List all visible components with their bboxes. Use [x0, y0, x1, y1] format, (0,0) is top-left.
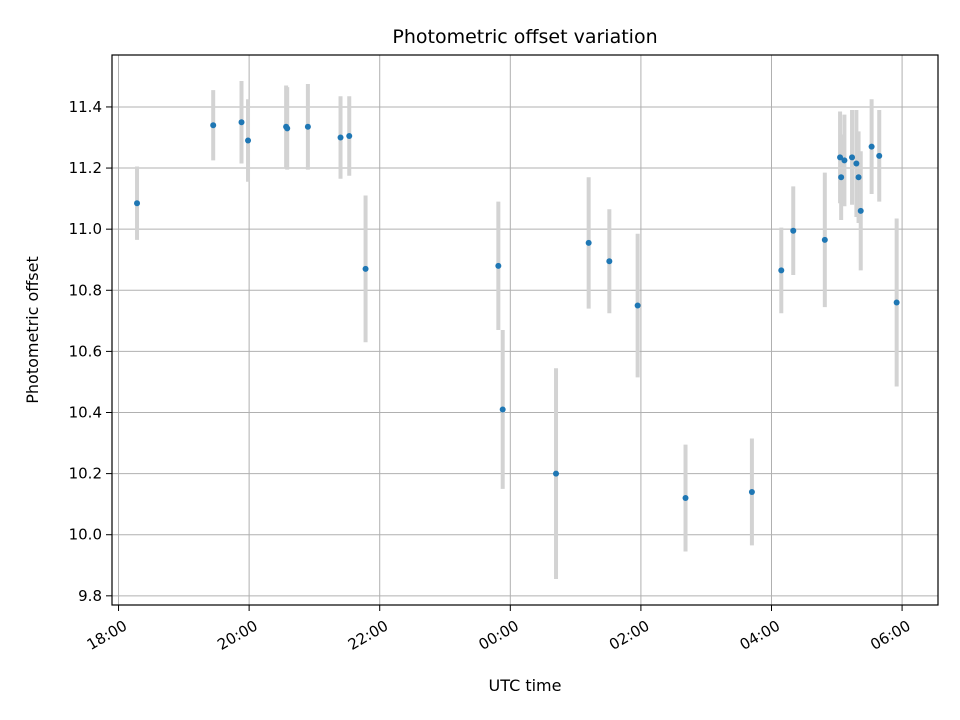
- data-point: [346, 132, 353, 139]
- y-tick-label: 11.4: [69, 98, 102, 116]
- data-point: [876, 152, 883, 159]
- grid-lines: [112, 55, 938, 605]
- data-points: [134, 119, 900, 502]
- y-tick-label: 10.8: [69, 281, 102, 299]
- data-point: [778, 267, 785, 274]
- y-tick-label: 10.6: [69, 342, 102, 360]
- data-point: [853, 160, 860, 167]
- data-point: [134, 200, 141, 207]
- y-tick-label: 10.4: [69, 404, 102, 422]
- y-tick-label: 11.0: [69, 220, 102, 238]
- chart-title: Photometric offset variation: [392, 26, 657, 48]
- data-point: [245, 137, 252, 144]
- data-point: [337, 134, 344, 141]
- data-point: [790, 227, 797, 234]
- data-point: [748, 488, 755, 495]
- data-point: [495, 262, 502, 269]
- data-point: [238, 119, 245, 126]
- data-point: [838, 174, 845, 181]
- plot-area-frame: [111, 54, 939, 606]
- y-axis-ticks: 9.8 10.0 10.2 10.4 10.6 10.8 11.0 11.2 11.4: [69, 98, 112, 605]
- data-point: [210, 122, 217, 129]
- data-point: [855, 174, 862, 181]
- data-point: [893, 299, 900, 306]
- data-point: [841, 157, 848, 164]
- data-point: [499, 406, 506, 413]
- x-axis-label: UTC time: [489, 676, 562, 695]
- data-point: [682, 495, 689, 502]
- data-point: [634, 302, 641, 309]
- data-point: [837, 154, 844, 161]
- data-point: [304, 123, 311, 130]
- data-point: [868, 143, 875, 150]
- data-point: [849, 154, 856, 161]
- y-tick-label: 10.0: [69, 526, 102, 544]
- data-point: [553, 470, 560, 477]
- data-point: [362, 265, 369, 272]
- y-axis-label: Photometric offset: [23, 256, 42, 404]
- data-point: [821, 236, 828, 243]
- data-point: [857, 207, 864, 214]
- data-point: [606, 258, 613, 265]
- y-tick-label: 9.8: [78, 587, 102, 605]
- data-point: [284, 125, 291, 132]
- data-point: [585, 239, 592, 246]
- y-tick-label: 10.2: [69, 465, 102, 483]
- y-tick-label: 11.2: [69, 159, 102, 177]
